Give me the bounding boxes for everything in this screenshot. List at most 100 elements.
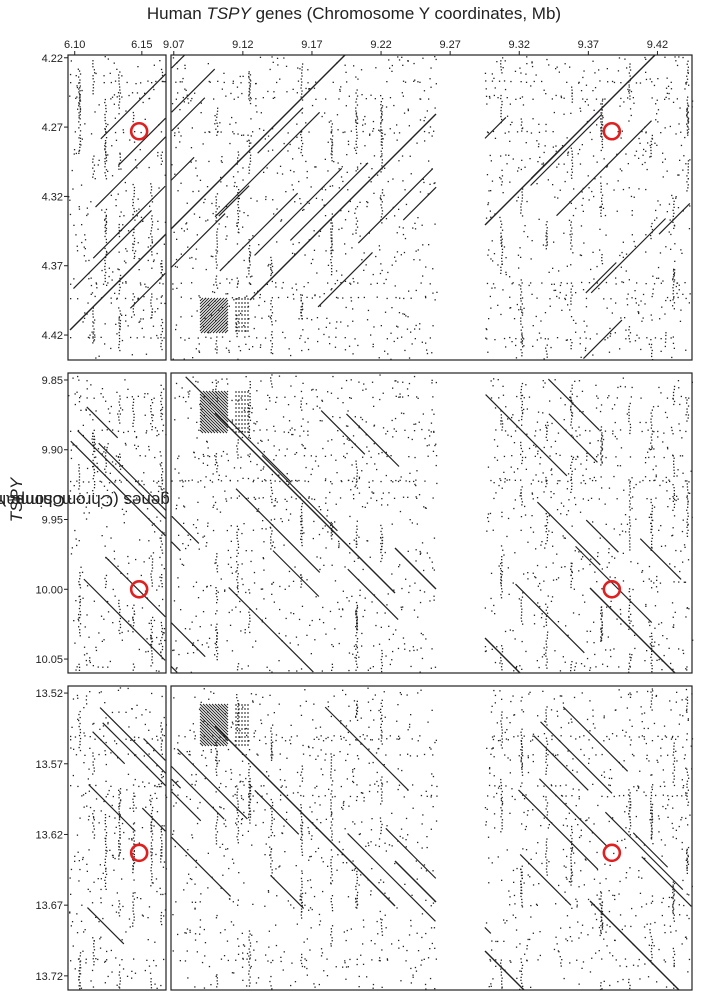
dot [601,103,603,105]
dot [130,624,132,626]
dot [115,199,117,201]
dot [301,511,303,514]
dot [371,168,373,170]
dot [408,290,410,292]
dot [163,337,165,339]
dot [274,546,276,549]
dot [104,128,106,130]
dot [652,519,654,522]
hatch-line [199,297,213,311]
dot [252,131,254,133]
dot [216,240,218,242]
dot [78,607,81,610]
dot [651,352,653,355]
dot [249,255,251,257]
dot [572,252,574,254]
dot [521,312,524,314]
dot [424,140,426,142]
dot [119,479,121,481]
dot [98,632,100,634]
dot [233,133,235,135]
dot [117,456,120,458]
dot [104,343,106,345]
diagonal-segment [170,156,195,181]
dot [195,581,198,583]
dot [351,595,353,597]
dot [79,610,81,613]
dot [520,288,522,290]
dot [355,601,358,604]
dot [119,280,121,283]
dot [271,501,273,504]
dot [197,532,199,534]
dot [237,582,239,584]
dot [546,522,549,524]
dot [533,614,536,616]
dot [600,212,602,214]
dot [622,281,625,284]
dot [218,223,220,225]
dot [600,112,602,114]
dot [378,643,381,645]
dot [104,119,106,122]
dot [79,106,81,108]
dot [265,528,267,530]
dot [93,450,95,452]
x-tick-label: 9.17 [301,39,322,51]
dot [344,64,346,66]
dot [380,156,382,158]
dot [545,531,547,533]
dot [520,441,522,444]
dot [104,230,106,233]
dot [150,491,152,493]
dot [192,644,194,646]
dot [105,104,107,107]
dot [364,609,366,611]
dot [215,202,217,204]
dot [104,545,106,547]
dot [366,446,368,448]
dot [160,391,163,394]
dot [570,586,572,589]
dot [570,397,572,399]
dot [507,517,510,520]
dot [521,194,524,196]
diagonal-segment [585,262,617,294]
dot [485,337,487,339]
dot [342,435,344,437]
dot [330,262,332,264]
dot [199,403,201,406]
dot [248,413,250,415]
dot [511,455,513,457]
dot [118,293,120,295]
dot [332,135,334,137]
dot [397,381,399,383]
dot [259,56,262,58]
dot [78,91,80,93]
dot [151,227,153,229]
dot [270,264,272,266]
dot [85,409,87,411]
dot [173,649,175,651]
dot [79,501,81,504]
dot [669,299,672,302]
dot [309,88,311,90]
dot [334,346,337,348]
dot [249,419,252,421]
dot [132,111,134,114]
dot [216,599,219,601]
dot [141,480,143,482]
dot [609,327,611,330]
dot [90,384,92,386]
dot [79,575,81,577]
dot [105,122,107,125]
dot [300,580,302,582]
dot [345,379,348,382]
dot [79,137,82,139]
dot [416,142,418,144]
dot [237,588,239,590]
dot [638,312,640,315]
dot [628,86,630,88]
dot [651,645,653,647]
dot [161,574,163,576]
